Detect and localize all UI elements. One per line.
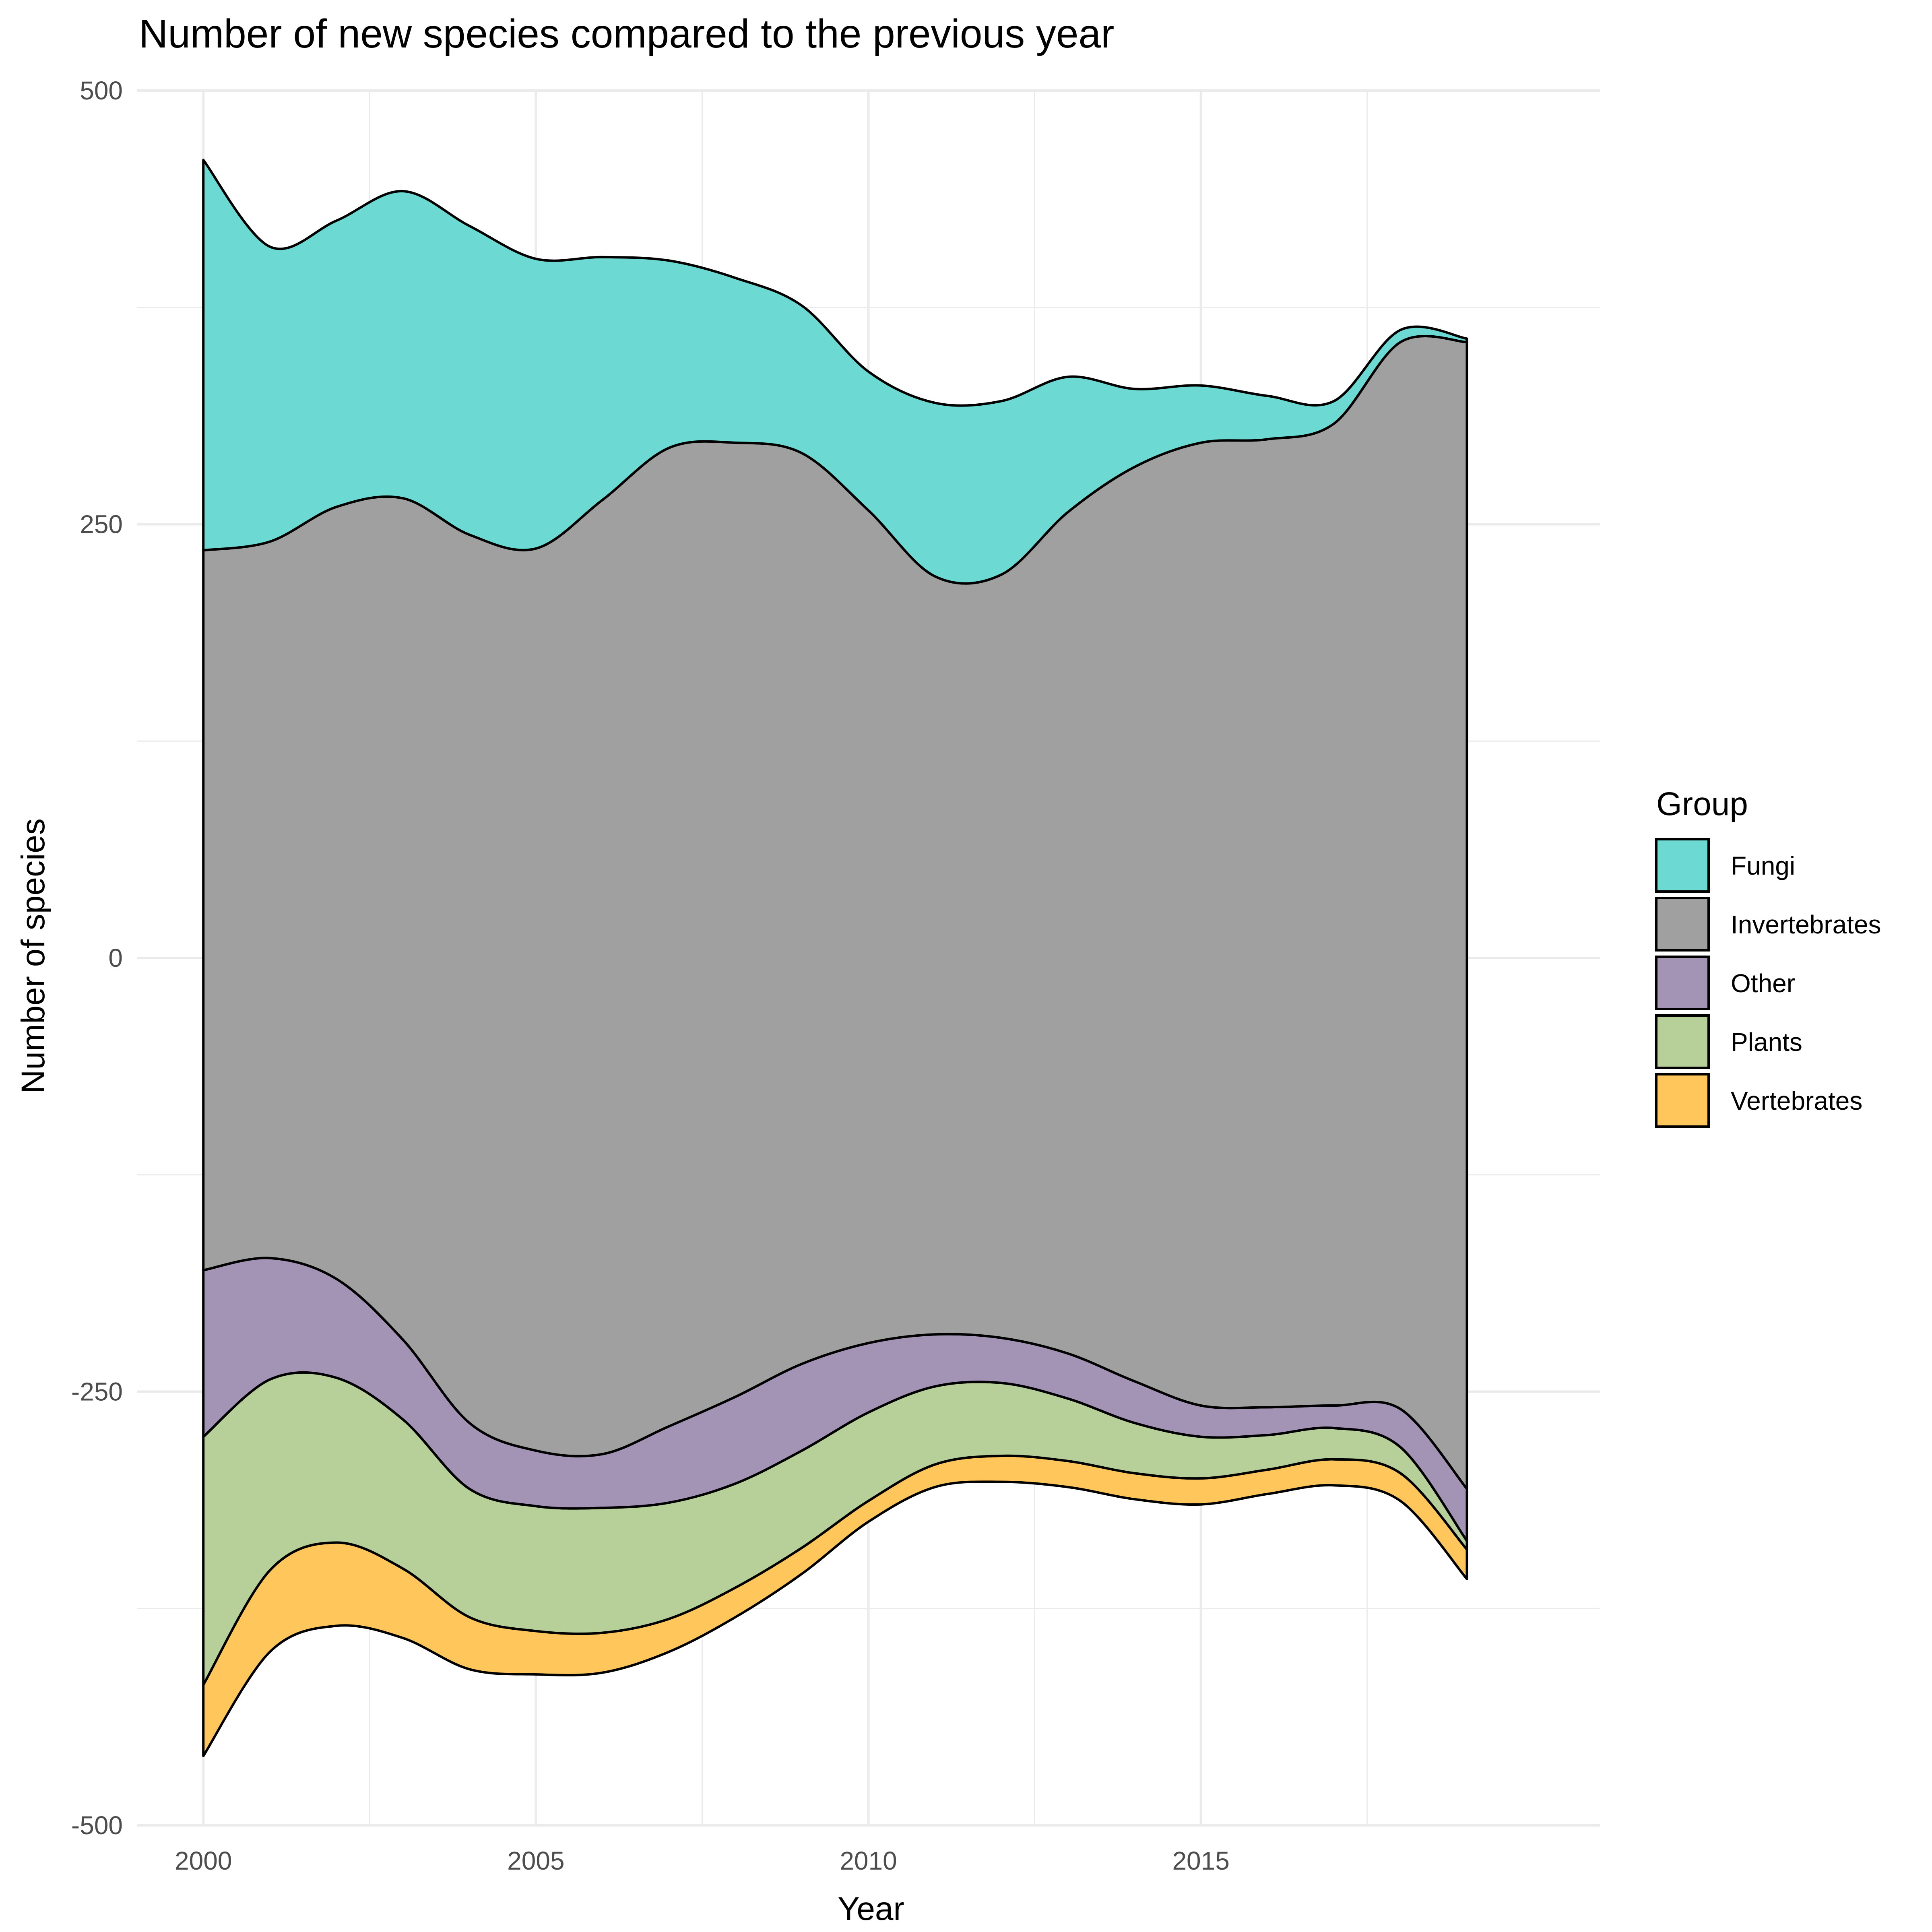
y-tick-label: -500 [71,1811,123,1840]
legend: Group Fungi Invertebrates Other Plants Verte… [1655,786,1881,1128]
stream-area-fungi [202,159,1468,585]
stream-area-invertebrates [202,335,1468,1490]
legend-label-plants: Plants [1731,1028,1802,1057]
y-tick-label: 0 [108,943,123,972]
legend-label-invertebrates: Invertebrates [1731,910,1881,939]
x-axis-ticks: 2000 2005 2010 2015 [175,1846,1230,1875]
legend-items: Fungi Invertebrates Other Plants Vertebrates [1655,838,1881,1128]
y-tick-label: -250 [71,1377,123,1406]
y-axis-ticks: 500 250 0 -250 -500 [71,76,123,1840]
stream-layers [202,159,1468,1757]
chart-title: Number of new species compared to the pr… [139,11,1114,56]
legend-swatch-invertebrates [1655,897,1710,952]
legend-label-vertebrates: Vertebrates [1731,1086,1862,1115]
legend-swatch-fungi [1655,838,1710,893]
legend-swatch-other [1655,956,1710,1010]
legend-swatch-vertebrates [1655,1073,1710,1128]
x-tick-label: 2005 [507,1846,564,1875]
y-tick-label: 500 [80,76,123,105]
x-tick-label: 2015 [1172,1846,1229,1875]
x-tick-label: 2010 [840,1846,897,1875]
legend-swatch-plants [1655,1014,1710,1069]
y-tick-label: 250 [80,510,123,539]
x-tick-label: 2000 [175,1846,232,1875]
legend-label-fungi: Fungi [1731,851,1795,880]
legend-title: Group [1656,786,1748,822]
y-axis-title: Number of species [15,818,52,1094]
legend-label-other: Other [1731,969,1795,998]
x-axis-title: Year [838,1891,904,1927]
